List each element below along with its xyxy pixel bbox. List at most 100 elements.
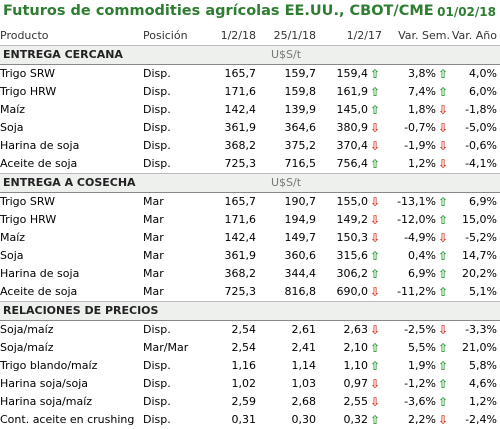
position: Disp. — [143, 357, 205, 375]
price-current-value: 2,54 — [231, 323, 257, 336]
var-sem-value: -2,5% — [404, 323, 436, 336]
arrow-up-icon: ⇧ — [369, 413, 381, 427]
price-week-ago-value: 716,5 — [284, 157, 317, 170]
var-sem: -4,9% ⇩ — [382, 229, 450, 247]
product-name: Aceite de soja — [0, 155, 143, 174]
product-name: Maíz — [0, 229, 143, 247]
arrow-up-icon: ⇧ — [437, 213, 449, 227]
price-year-ago-value: 306,2 — [336, 267, 369, 280]
var-sem-value: -3,6% — [404, 395, 436, 408]
var-sem-value: 1,2% — [408, 157, 436, 170]
table-row: Aceite de soja Disp. 725,3 716,5 756,4 ⇧ 1,2% ⇩… — [0, 155, 500, 174]
price-year-ago-value: 690,0 — [336, 285, 369, 298]
arrow-down-icon: ⇩ — [437, 103, 449, 117]
col-date-1: 1/2/18 — [220, 29, 256, 42]
var-ano-value: 4,6% — [469, 377, 497, 390]
section-title: RELACIONES DE PRECIOS — [0, 301, 256, 321]
price-year-ago: 2,55 ⇩ — [316, 393, 382, 411]
product-name-value: Soja/maíz — [0, 341, 54, 354]
position-value: Disp. — [143, 359, 171, 372]
product-name-value: Soja/maíz — [0, 323, 54, 336]
var-ano-value: -5,2% — [465, 231, 497, 244]
var-ano: 5,8% — [450, 357, 500, 375]
arrow-up-icon: ⇧ — [437, 85, 449, 99]
product-name: Maíz — [0, 101, 143, 119]
var-sem: 2,2% ⇩ — [382, 411, 450, 429]
arrow-down-icon: ⇩ — [369, 377, 381, 391]
position: Mar — [143, 229, 205, 247]
arrow-up-icon: ⇧ — [437, 249, 449, 263]
commodities-panel: Futuros de commodities agrícolas EE.UU.,… — [0, 3, 500, 427]
price-current-value: 165,7 — [224, 67, 257, 80]
col-producto: Producto — [0, 29, 49, 42]
position-value: Disp. — [143, 121, 171, 134]
position-value: Disp. — [143, 323, 171, 336]
price-year-ago-value: 756,4 — [336, 157, 369, 170]
price-week-ago-value: 816,8 — [284, 285, 317, 298]
report-date: 01/02/18 — [437, 5, 496, 19]
position: Disp. — [143, 137, 205, 155]
section-unit — [256, 301, 316, 321]
price-current-value: 2,59 — [231, 395, 257, 408]
product-name-value: Trigo SRW — [0, 195, 55, 208]
price-current: 142,4 — [205, 101, 257, 119]
var-sem-value: -0,7% — [404, 121, 436, 134]
price-week-ago-value: 2,61 — [291, 323, 317, 336]
product-name: Trigo blando/maíz — [0, 357, 143, 375]
var-sem: 6,9% ⇧ — [382, 265, 450, 283]
price-current: 725,3 — [205, 155, 257, 174]
var-ano: 4,0% — [450, 65, 500, 84]
price-week-ago: 190,7 — [256, 193, 317, 212]
arrow-down-icon: ⇩ — [369, 285, 381, 299]
position-value: Disp. — [143, 157, 171, 170]
position: Disp. — [143, 83, 205, 101]
product-name: Harina de soja — [0, 137, 143, 155]
var-ano: -0,6% — [450, 137, 500, 155]
var-sem: 5,5% ⇧ — [382, 339, 450, 357]
price-year-ago-value: 145,0 — [336, 103, 369, 116]
price-week-ago-value: 2,68 — [291, 395, 317, 408]
arrow-down-icon: ⇩ — [369, 323, 381, 337]
price-week-ago-value: 159,8 — [284, 85, 317, 98]
var-sem: 1,8% ⇩ — [382, 101, 450, 119]
var-ano-value: 21,0% — [462, 341, 497, 354]
arrow-up-icon: ⇧ — [437, 285, 449, 299]
table-row: Soja/maíz Mar/Mar 2,54 2,41 2,10 ⇧ 5,5% ⇧ 21,0% — [0, 339, 500, 357]
price-year-ago: 756,4 ⇧ — [316, 155, 382, 174]
price-current: 0,31 — [205, 411, 257, 429]
var-sem-value: -12,0% — [397, 213, 436, 226]
arrow-down-icon: ⇩ — [369, 395, 381, 409]
product-name: Soja — [0, 247, 143, 265]
price-week-ago: 816,8 — [256, 283, 317, 302]
price-current-value: 361,9 — [224, 249, 257, 262]
price-current-value: 165,7 — [224, 195, 257, 208]
var-sem: -1,2% ⇧ — [382, 375, 450, 393]
var-sem: 1,9% ⇧ — [382, 357, 450, 375]
product-name-value: Soja — [0, 249, 24, 262]
var-ano-value: 5,1% — [469, 285, 497, 298]
col-var-ano: Var. Año — [451, 29, 497, 42]
table-row: Trigo SRW Mar 165,7 190,7 155,0 ⇩ -13,1% ⇧ 6,9% — [0, 193, 500, 212]
page-title: Futuros de commodities agrícolas EE.UU.,… — [3, 3, 434, 19]
table-row: Soja/maíz Disp. 2,54 2,61 2,63 ⇩ -2,5% ⇩ -3,3% — [0, 321, 500, 340]
price-week-ago: 194,9 — [256, 211, 317, 229]
price-week-ago: 375,2 — [256, 137, 317, 155]
table-row: Harina soja/soja Disp. 1,02 1,03 0,97 ⇩ -1,2% ⇧… — [0, 375, 500, 393]
var-sem-value: -1,2% — [404, 377, 436, 390]
price-year-ago: 155,0 ⇩ — [316, 193, 382, 212]
var-ano-value: -5,0% — [465, 121, 497, 134]
arrow-up-icon: ⇧ — [437, 359, 449, 373]
var-sem: 0,4% ⇧ — [382, 247, 450, 265]
var-ano: -4,1% — [450, 155, 500, 174]
var-ano-value: 14,7% — [462, 249, 497, 262]
product-name-value: Harina soja/maíz — [0, 395, 93, 408]
price-week-ago-value: 194,9 — [284, 213, 317, 226]
product-name-value: Trigo blando/maíz — [0, 359, 98, 372]
position: Disp. — [143, 119, 205, 137]
var-sem: 3,8% ⇧ — [382, 65, 450, 84]
var-sem: -11,2% ⇧ — [382, 283, 450, 302]
price-week-ago-value: 2,41 — [291, 341, 317, 354]
arrow-up-icon: ⇧ — [369, 267, 381, 281]
var-sem: 1,2% ⇩ — [382, 155, 450, 174]
var-sem: -3,6% ⇧ — [382, 393, 450, 411]
